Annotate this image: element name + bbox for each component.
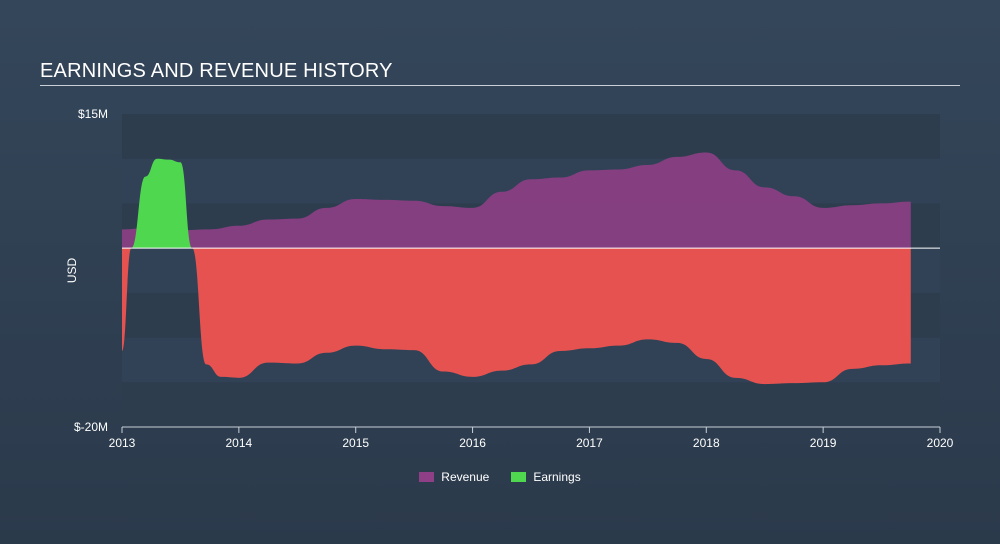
x-tick-label: 2015 xyxy=(342,436,369,450)
legend-label-revenue: Revenue xyxy=(441,470,490,484)
series-layer xyxy=(122,152,911,385)
legend-swatch-revenue xyxy=(419,472,435,482)
x-tick-label: 2018 xyxy=(693,436,720,450)
axes: $15M $-20M USD 2013 2014 2015 2016 2017 2018 2019… xyxy=(65,107,954,450)
x-tick-label: 2014 xyxy=(226,436,253,450)
legend: Revenue Earnings xyxy=(0,470,1000,484)
legend-item-revenue[interactable]: Revenue xyxy=(419,470,489,484)
y-axis-label: USD xyxy=(65,258,79,284)
earnings-area-positive xyxy=(131,158,193,249)
grid-band xyxy=(122,382,940,427)
chart-title: EARNINGS AND REVENUE HISTORY xyxy=(40,60,393,82)
x-tick-label: 2013 xyxy=(109,436,136,450)
earnings-area-negative xyxy=(122,248,911,385)
y-tick-label: $15M xyxy=(78,107,108,121)
x-tick-label: 2017 xyxy=(576,436,603,450)
y-tick-label: $-20M xyxy=(74,420,108,434)
legend-item-earnings[interactable]: Earnings xyxy=(511,470,581,484)
x-tick-label: 2019 xyxy=(810,436,837,450)
x-tick-label: 2016 xyxy=(459,436,486,450)
revenue-area xyxy=(122,152,911,249)
legend-swatch-earnings xyxy=(511,472,527,482)
legend-label-earnings: Earnings xyxy=(533,470,581,484)
grid-band xyxy=(122,114,940,159)
title-divider xyxy=(40,85,960,86)
x-tick-label: 2020 xyxy=(927,436,954,450)
